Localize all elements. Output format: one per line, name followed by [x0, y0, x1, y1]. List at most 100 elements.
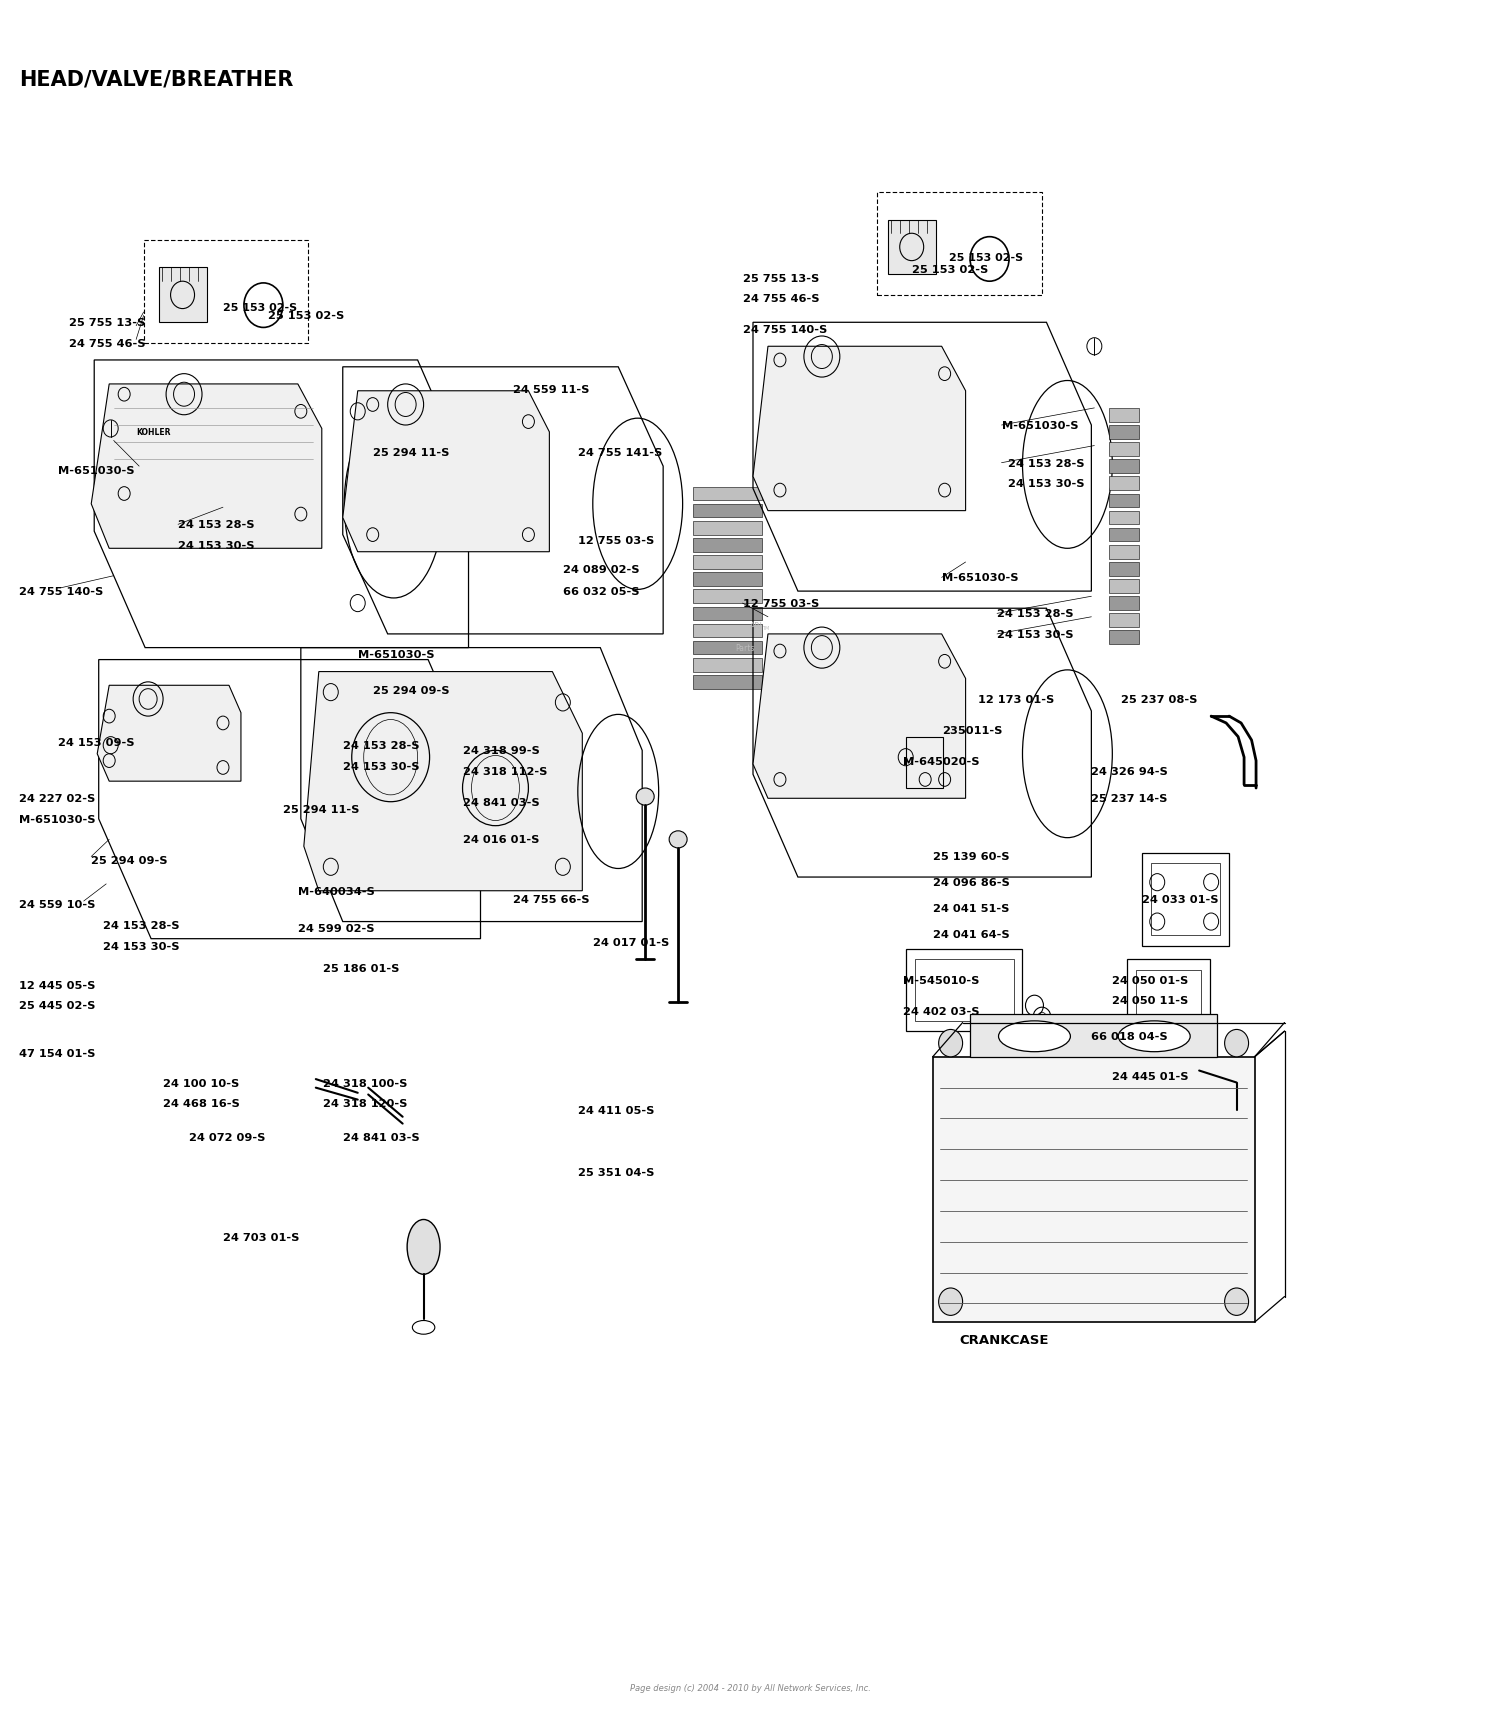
Ellipse shape — [999, 1022, 1071, 1052]
Bar — [906, 737, 944, 788]
Text: 24 041 64-S: 24 041 64-S — [933, 929, 1010, 939]
Text: 24 050 11-S: 24 050 11-S — [1113, 996, 1188, 1006]
Bar — [1143, 854, 1228, 946]
Text: TM: TM — [762, 626, 770, 631]
Text: 12 755 03-S: 12 755 03-S — [578, 535, 654, 545]
Text: 24 050 01-S: 24 050 01-S — [1113, 975, 1188, 986]
Bar — [693, 487, 762, 500]
Bar — [1137, 970, 1200, 1022]
Text: 24 072 09-S: 24 072 09-S — [189, 1133, 266, 1143]
Text: 24 153 30-S: 24 153 30-S — [1008, 478, 1084, 488]
Text: 24 599 02-S: 24 599 02-S — [298, 924, 375, 934]
Text: 24 755 140-S: 24 755 140-S — [742, 326, 827, 334]
Bar — [970, 1015, 1216, 1058]
Text: 25 139 60-S: 25 139 60-S — [933, 852, 1010, 862]
Text: 24 153 09-S: 24 153 09-S — [58, 737, 135, 747]
Text: 24 468 16-S: 24 468 16-S — [164, 1099, 240, 1109]
Text: HEAD/VALVE/BREATHER: HEAD/VALVE/BREATHER — [20, 70, 294, 89]
Text: M-651030-S: M-651030-S — [20, 814, 96, 824]
Polygon shape — [344, 391, 549, 552]
Bar — [1110, 476, 1140, 490]
Text: 24 033 01-S: 24 033 01-S — [1143, 895, 1220, 905]
Text: 25 755 13-S: 25 755 13-S — [742, 274, 819, 283]
Bar — [878, 194, 1042, 297]
Text: 24 153 28-S: 24 153 28-S — [998, 608, 1074, 619]
Bar — [159, 269, 207, 324]
Text: Parts: Parts — [735, 644, 754, 653]
Polygon shape — [98, 686, 242, 782]
Circle shape — [939, 1030, 963, 1058]
Text: 12 445 05-S: 12 445 05-S — [20, 980, 96, 991]
Text: 25 237 08-S: 25 237 08-S — [1122, 694, 1197, 704]
Text: 24 016 01-S: 24 016 01-S — [462, 835, 538, 845]
Text: 24 755 46-S: 24 755 46-S — [69, 339, 146, 348]
Text: 25 294 09-S: 25 294 09-S — [92, 855, 168, 866]
Text: KOHLER: KOHLER — [136, 428, 171, 437]
Polygon shape — [753, 346, 966, 511]
Bar — [1110, 511, 1140, 524]
Text: 24 318 112-S: 24 318 112-S — [462, 766, 548, 776]
Polygon shape — [92, 384, 322, 548]
Bar — [693, 641, 762, 655]
Text: M-651030-S: M-651030-S — [942, 572, 1019, 583]
Text: 24 089 02-S: 24 089 02-S — [562, 564, 639, 574]
Bar — [693, 504, 762, 518]
Bar — [1110, 425, 1140, 439]
Bar — [1110, 442, 1140, 456]
Text: 24 841 03-S: 24 841 03-S — [344, 1133, 420, 1143]
Text: 24 318 100-S: 24 318 100-S — [324, 1078, 408, 1088]
Text: M-651030-S: M-651030-S — [1002, 420, 1078, 430]
Text: ARI: ARI — [750, 622, 764, 631]
Bar — [1128, 960, 1209, 1032]
Text: M-545010-S: M-545010-S — [903, 975, 980, 986]
Text: 25 351 04-S: 25 351 04-S — [578, 1167, 654, 1178]
Bar — [933, 1058, 1254, 1323]
Text: 25 153 02-S: 25 153 02-S — [268, 312, 344, 321]
Text: 24 153 28-S: 24 153 28-S — [178, 519, 255, 530]
Text: 24 017 01-S: 24 017 01-S — [592, 938, 669, 948]
Text: M-645020-S: M-645020-S — [903, 756, 980, 766]
Text: 24 559 11-S: 24 559 11-S — [513, 386, 590, 394]
Text: 25 237 14-S: 25 237 14-S — [1092, 794, 1167, 804]
Text: 47 154 01-S: 47 154 01-S — [20, 1049, 96, 1059]
Text: 24 318 120-S: 24 318 120-S — [324, 1099, 408, 1109]
Bar — [693, 675, 762, 689]
Text: 24 402 03-S: 24 402 03-S — [903, 1006, 980, 1016]
Text: 24 755 46-S: 24 755 46-S — [742, 295, 819, 303]
Text: 24 755 140-S: 24 755 140-S — [20, 586, 104, 596]
Text: 66 032 05-S: 66 032 05-S — [562, 586, 639, 596]
Text: 24 411 05-S: 24 411 05-S — [578, 1106, 654, 1116]
Text: 24 227 02-S: 24 227 02-S — [20, 794, 96, 804]
Bar — [1110, 614, 1140, 627]
Text: Page design (c) 2004 - 2010 by All Network Services, Inc.: Page design (c) 2004 - 2010 by All Netwo… — [630, 1683, 870, 1692]
Ellipse shape — [406, 1220, 439, 1275]
Text: 24 841 03-S: 24 841 03-S — [462, 797, 538, 807]
Bar — [1110, 408, 1140, 422]
Text: 24 153 30-S: 24 153 30-S — [998, 629, 1074, 639]
Bar — [915, 960, 1014, 1022]
Text: 24 153 30-S: 24 153 30-S — [104, 941, 180, 951]
Text: 24 755 66-S: 24 755 66-S — [513, 895, 590, 905]
Text: 25 153 02-S: 25 153 02-S — [912, 266, 989, 274]
Text: 24 041 51-S: 24 041 51-S — [933, 903, 1010, 914]
Text: 24 153 28-S: 24 153 28-S — [104, 920, 180, 931]
Text: 25 445 02-S: 25 445 02-S — [20, 1001, 96, 1011]
Text: 12 173 01-S: 12 173 01-S — [978, 694, 1054, 704]
Text: 24 153 30-S: 24 153 30-S — [178, 540, 255, 550]
Text: 25 294 09-S: 25 294 09-S — [372, 686, 448, 696]
Text: M-651030-S: M-651030-S — [58, 464, 135, 475]
Text: 25 153 02-S: 25 153 02-S — [224, 303, 297, 312]
Text: 24 445 01-S: 24 445 01-S — [1113, 1071, 1190, 1082]
Bar — [693, 538, 762, 552]
Ellipse shape — [1119, 1022, 1190, 1052]
Bar — [1110, 579, 1140, 593]
Bar — [693, 607, 762, 620]
Bar — [906, 950, 1023, 1032]
Text: 24 096 86-S: 24 096 86-S — [933, 878, 1010, 888]
Polygon shape — [753, 634, 966, 799]
Text: 12 755 03-S: 12 755 03-S — [742, 598, 819, 608]
Text: 24 755 141-S: 24 755 141-S — [578, 447, 662, 458]
Text: 235011-S: 235011-S — [942, 725, 1002, 735]
Text: 25 294 11-S: 25 294 11-S — [284, 804, 358, 814]
Bar — [1110, 528, 1140, 542]
